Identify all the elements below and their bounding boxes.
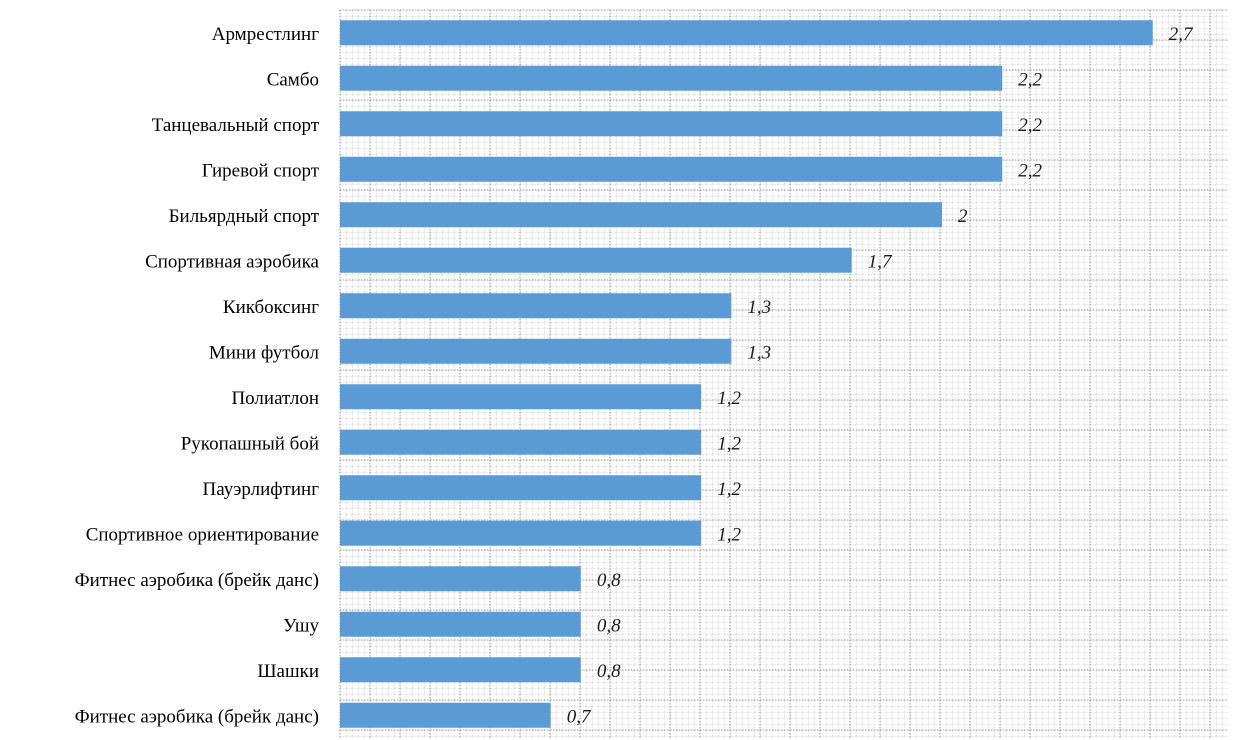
category-tick-label: Гиревой спорт: [202, 160, 320, 181]
data-label: 2,2: [1018, 115, 1042, 136]
category-tick-label: Ушу: [283, 615, 319, 636]
bar: [340, 384, 702, 410]
bar: [340, 702, 551, 728]
category-labels: Армрестлинг Самбо Танцевальный спорт Гирево…: [75, 24, 320, 728]
category-tick-label: Танцевальный спорт: [152, 115, 320, 136]
category-tick-label: Фитнес аэробика (брейк данс): [75, 570, 319, 591]
bar: [340, 520, 702, 546]
category-tick-label: Армрестлинг: [212, 24, 319, 45]
category-tick-label: Бильярдный спорт: [169, 206, 320, 227]
bar: [340, 611, 581, 637]
data-label: 1,2: [717, 433, 741, 454]
bar: [340, 202, 943, 228]
bar: [340, 65, 1003, 91]
bar: [340, 475, 702, 501]
bars: [340, 20, 1153, 728]
data-label: 2,7: [1169, 24, 1194, 45]
bar: [340, 20, 1153, 46]
data-label: 2: [958, 206, 968, 227]
data-label: 1,2: [717, 524, 741, 545]
bar: [340, 156, 1003, 182]
data-label: 0,8: [597, 615, 621, 636]
category-tick-label: Полиатлон: [231, 388, 319, 409]
data-label: 0,7: [567, 706, 592, 727]
bar: [340, 247, 852, 273]
data-label: 1,7: [868, 251, 893, 272]
category-tick-label: Мини футбол: [209, 342, 320, 363]
bar: [340, 338, 732, 364]
category-tick-label: Спортивное ориентирование: [86, 524, 319, 545]
category-tick-label: Кикбоксинг: [223, 297, 319, 318]
bar: [340, 111, 1003, 137]
bar: [340, 293, 732, 319]
category-tick-label: Пауэрлифтинг: [203, 479, 320, 500]
category-tick-label: Рукопашный бой: [181, 433, 319, 454]
data-label: 1,2: [717, 479, 741, 500]
value-labels: 2,7 2,2 2,2 2,2 2 1,7 1,3 1,3 1,2 1,2 1,2 1,2 0,8 0,8…: [567, 24, 1194, 728]
data-label: 2,2: [1018, 160, 1042, 181]
category-tick-label: Самбо: [267, 69, 319, 90]
category-tick-label: Спортивная аэробика: [145, 251, 319, 272]
data-label: 2,2: [1018, 69, 1042, 90]
category-tick-label: Фитнес аэробика (брейк данс): [75, 706, 319, 727]
data-label: 1,3: [747, 342, 771, 363]
bar: [340, 429, 702, 455]
category-tick-label: Шашки: [257, 661, 319, 682]
bar: [340, 657, 581, 683]
data-label: 1,3: [747, 297, 771, 318]
data-label: 1,2: [717, 388, 741, 409]
data-label: 0,8: [597, 570, 621, 591]
data-label: 0,8: [597, 661, 621, 682]
bar: [340, 566, 581, 592]
